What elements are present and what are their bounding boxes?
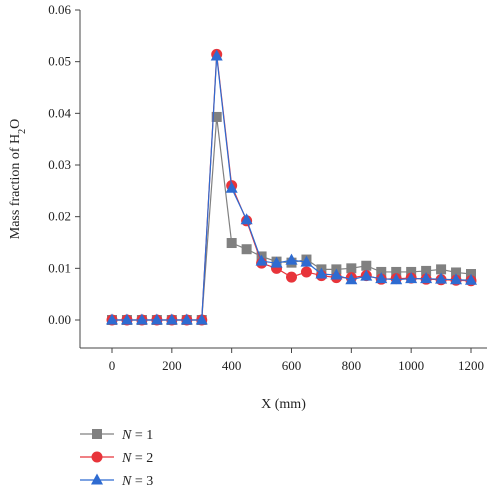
legend-marker xyxy=(92,429,102,439)
legend-label: N = 2 xyxy=(121,451,153,466)
legend-label-var: N xyxy=(121,451,132,466)
y-axis-title-subscript: 2 xyxy=(17,129,28,134)
series-1-point xyxy=(241,244,252,255)
series-3-point xyxy=(390,273,403,285)
series-1-point xyxy=(406,266,417,277)
series-1-point xyxy=(211,111,222,122)
series-3-point xyxy=(285,253,298,265)
series-3-point xyxy=(405,272,418,284)
series-3-point xyxy=(180,313,193,325)
legend-label-rest: = 1 xyxy=(131,428,153,443)
y-tick-label: 0.01 xyxy=(48,260,71,275)
y-tick-label: 0.02 xyxy=(48,209,71,224)
series-2-point xyxy=(286,271,297,283)
series-3-point xyxy=(225,181,238,193)
series-3-point xyxy=(195,313,208,325)
series-3-point xyxy=(240,213,253,225)
x-axis-title: X (mm) xyxy=(261,397,306,412)
series-3 xyxy=(106,49,477,325)
series-3-point xyxy=(120,313,133,325)
series-3-point xyxy=(450,273,463,285)
axes: 0.00 0.01 0.02 0.03 0.04 0.05 0.06 0 200 400 600 80… xyxy=(48,2,487,373)
series-3-point xyxy=(330,268,343,280)
y-tick-label: 0.04 xyxy=(48,105,71,120)
series-1-point xyxy=(346,263,357,274)
series-2 xyxy=(106,48,477,326)
series-3-point xyxy=(375,272,388,284)
legend-label-rest: = 3 xyxy=(131,474,153,489)
series-1-point xyxy=(226,238,237,249)
series-3-point xyxy=(420,272,433,284)
series-3-point xyxy=(270,256,283,268)
series-layer xyxy=(106,48,477,326)
series-3-point xyxy=(465,273,477,285)
series-1-point xyxy=(391,266,402,277)
series-3-point xyxy=(135,313,148,325)
series-3-point xyxy=(106,313,118,325)
series-3-point xyxy=(360,269,373,281)
legend-label: N = 3 xyxy=(121,474,153,489)
legend-marker xyxy=(91,473,103,485)
series-1-point xyxy=(361,260,372,271)
series-3-point xyxy=(345,273,358,285)
legend-item-3: N = 3 xyxy=(80,473,153,489)
y-axis-title-main: Mass fraction of H xyxy=(8,134,23,239)
series-3-point xyxy=(255,254,268,266)
series-2-point xyxy=(300,266,312,278)
x-tick-label: 200 xyxy=(162,358,182,373)
series-3-point xyxy=(210,49,223,61)
series-3-point xyxy=(165,313,178,325)
series-3-point xyxy=(150,313,163,325)
series-1-point xyxy=(436,264,447,275)
legend-label: N = 1 xyxy=(121,428,153,443)
legend: N = 1N = 2N = 3 xyxy=(80,428,153,489)
legend-item-1: N = 1 xyxy=(80,428,153,443)
y-tick-label: 0.06 xyxy=(48,2,71,17)
legend-label-rest: = 2 xyxy=(131,451,153,466)
y-axis-title-end: O xyxy=(8,119,23,129)
legend-marker xyxy=(91,451,103,463)
y-tick-label: 0.05 xyxy=(48,54,71,69)
series-3-point xyxy=(315,267,328,279)
legend-item-2: N = 2 xyxy=(80,451,153,466)
x-tick-label: 400 xyxy=(222,358,242,373)
series-1 xyxy=(107,111,476,325)
legend-label-var: N xyxy=(121,474,132,489)
series-1-point xyxy=(451,267,462,278)
series-1-point xyxy=(421,265,432,276)
x-tick-label: 800 xyxy=(342,358,362,373)
legend-label-var: N xyxy=(121,428,132,443)
y-axis-title: Mass fraction of H2O xyxy=(8,119,28,240)
x-tick-label: 600 xyxy=(282,358,302,373)
y-tick-label: 0.00 xyxy=(48,312,71,327)
series-1-point xyxy=(376,266,387,277)
x-tick-label: 1200 xyxy=(458,358,484,373)
x-tick-label: 0 xyxy=(109,358,116,373)
series-3-point xyxy=(300,255,313,267)
y-tick-label: 0.03 xyxy=(48,157,71,172)
series-1-line xyxy=(112,116,472,321)
x-tick-label: 1000 xyxy=(398,358,424,373)
series-3-point xyxy=(435,272,448,284)
